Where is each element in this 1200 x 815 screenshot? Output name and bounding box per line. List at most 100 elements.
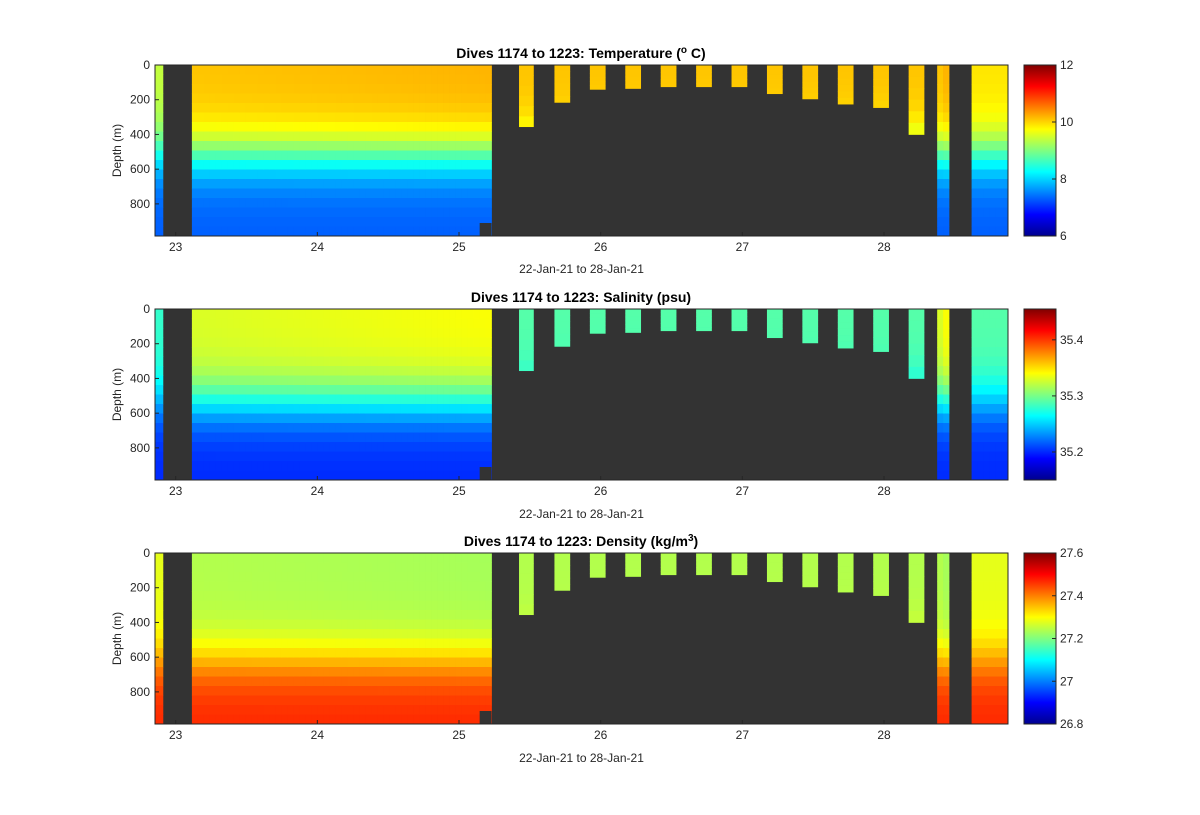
- data-cell: [251, 562, 259, 573]
- data-cell: [251, 705, 259, 715]
- data-cell: [467, 581, 474, 592]
- data-cell: [305, 714, 313, 725]
- data-cell: [943, 65, 950, 75]
- data-cell: [155, 553, 164, 563]
- data-cell: [943, 347, 950, 357]
- data-cell: [467, 714, 474, 725]
- data-cell: [329, 318, 337, 329]
- data-cell: [977, 385, 985, 395]
- data-cell: [660, 327, 677, 332]
- data-cell: [937, 423, 944, 433]
- data-cell: [353, 141, 361, 151]
- data-cell: [419, 207, 426, 218]
- data-cell: [221, 461, 229, 471]
- data-cell: [197, 122, 205, 132]
- data-cell: [347, 676, 355, 687]
- data-cell: [467, 122, 474, 132]
- data-cell: [519, 360, 534, 372]
- data-cell: [197, 309, 205, 319]
- data-cell: [377, 394, 385, 405]
- data-cell: [473, 160, 480, 170]
- data-cell: [209, 93, 217, 104]
- data-cell: [353, 122, 361, 132]
- data-cell: [983, 160, 991, 170]
- data-cell: [281, 610, 289, 620]
- data-cell: [191, 65, 199, 75]
- data-cell: [341, 638, 349, 649]
- data-cell: [371, 160, 379, 170]
- data-cell: [293, 328, 301, 338]
- data-cell: [943, 581, 950, 592]
- data-cell: [155, 562, 164, 573]
- data-cell: [281, 84, 289, 94]
- data-cell: [971, 347, 979, 357]
- data-cell: [389, 581, 397, 592]
- data-cell: [943, 375, 950, 386]
- data-cell: [937, 676, 944, 687]
- data-cell: [275, 648, 283, 658]
- data-cell: [389, 394, 397, 405]
- data-cell: [449, 366, 456, 376]
- data-cell: [977, 451, 985, 462]
- data-cell: [269, 385, 277, 395]
- data-cell: [329, 581, 337, 592]
- data-cell: [329, 404, 337, 414]
- data-cell: [311, 667, 319, 677]
- data-cell: [977, 686, 985, 696]
- data-cell: [473, 84, 480, 94]
- data-cell: [479, 309, 486, 319]
- data-cell: [215, 366, 223, 376]
- data-cell: [377, 610, 385, 620]
- data-cell: [437, 217, 444, 227]
- data-cell: [221, 169, 229, 180]
- data-cell: [293, 404, 301, 414]
- x-tick-label: 23: [169, 728, 183, 742]
- data-cell: [983, 638, 991, 649]
- data-cell: [425, 714, 432, 725]
- data-cell: [479, 657, 486, 668]
- data-cell: [203, 553, 211, 563]
- data-cell: [437, 131, 444, 142]
- data-cell: [305, 318, 313, 329]
- data-cell: [383, 695, 391, 706]
- data-cell: [983, 394, 991, 405]
- short-dive-profile: [802, 309, 819, 344]
- data-cell: [305, 112, 313, 123]
- data-cell: [389, 198, 397, 208]
- data-cell: [293, 217, 301, 227]
- data-cell: [995, 629, 1003, 639]
- data-cell: [479, 695, 486, 706]
- data-cell: [263, 705, 271, 715]
- data-cell: [943, 413, 950, 424]
- data-cell: [413, 103, 420, 113]
- data-cell: [155, 591, 164, 601]
- data-cell: [203, 93, 211, 104]
- data-cell: [419, 103, 426, 113]
- data-cell: [245, 112, 253, 123]
- data-cell: [413, 122, 420, 132]
- data-cell: [245, 122, 253, 132]
- data-cell: [419, 169, 426, 180]
- data-cell: [983, 356, 991, 367]
- x-tick-label: 26: [594, 728, 608, 742]
- data-cell: [802, 76, 819, 83]
- data-cell: [251, 423, 259, 433]
- data-cell: [209, 667, 217, 677]
- data-cell: [519, 573, 534, 585]
- data-cell: [323, 572, 331, 582]
- data-cell: [305, 629, 313, 639]
- data-cell: [317, 226, 325, 237]
- data-cell: [341, 112, 349, 123]
- data-cell: [425, 122, 432, 132]
- data-cell: [353, 581, 361, 592]
- data-cell: [347, 591, 355, 601]
- data-cell: [971, 591, 979, 601]
- data-cell: [425, 394, 432, 405]
- plot-area: [155, 309, 1009, 481]
- data-cell: [305, 188, 313, 199]
- data-cell: [461, 169, 468, 180]
- data-cell: [359, 93, 367, 104]
- data-cell: [215, 112, 223, 123]
- data-cell: [239, 676, 247, 687]
- data-cell: [245, 562, 253, 573]
